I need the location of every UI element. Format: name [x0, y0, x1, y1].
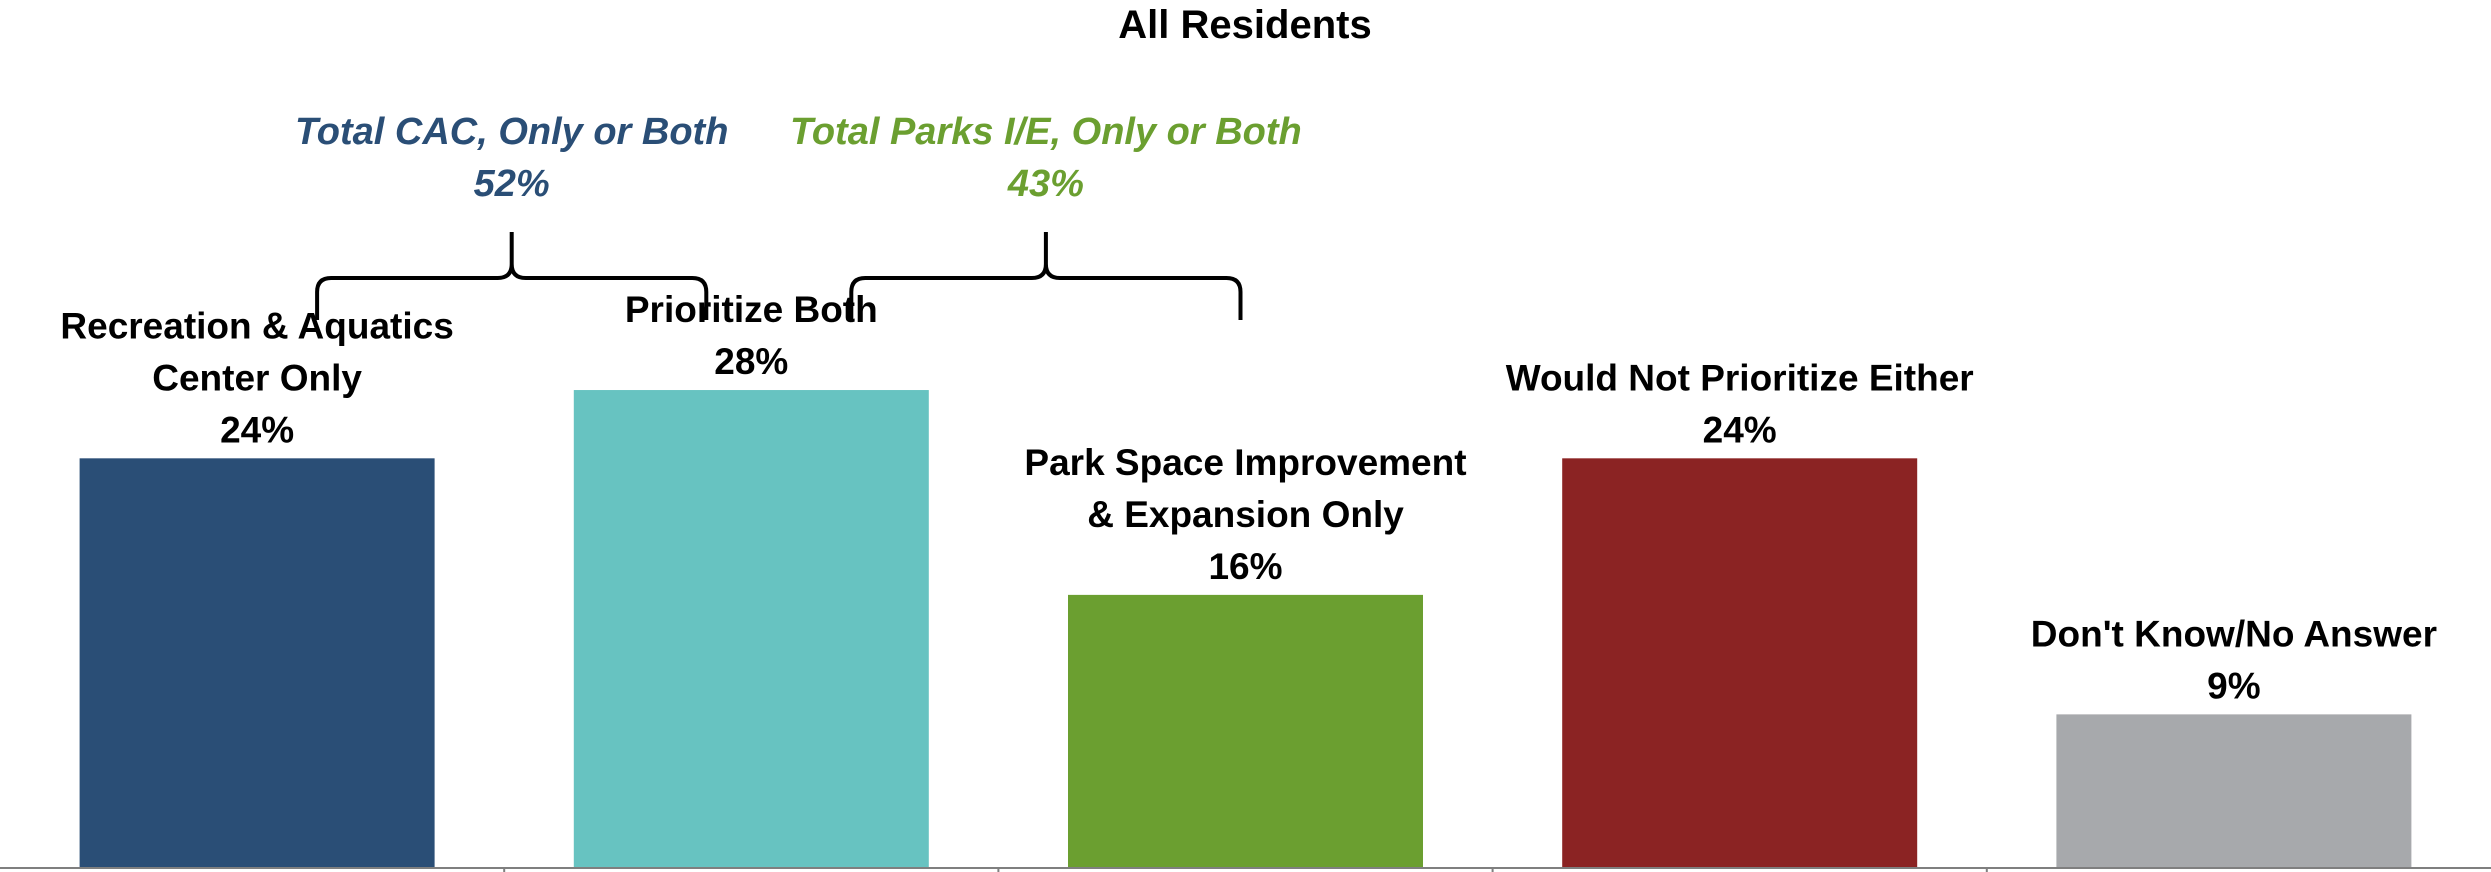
- bar-3: [1068, 594, 1423, 868]
- category-label-3-line-1: Park Space Improvement: [1024, 442, 1466, 483]
- bar-1: [79, 458, 435, 868]
- group-label-1: Total CAC, Only or Both: [295, 111, 728, 153]
- bars: [79, 390, 2412, 868]
- bar-5: [2056, 714, 2412, 868]
- group-brackets: Total CAC, Only or Both 52% Total Parks I/…: [295, 111, 1302, 320]
- category-label-4: Would Not Prioritize Either: [1506, 357, 1974, 398]
- group-label-2: Total Parks I/E, Only or Both: [790, 111, 1302, 153]
- value-label-5: 9%: [2207, 665, 2260, 706]
- group-value-2: 43%: [1007, 163, 1084, 205]
- value-label-4: 24%: [1703, 409, 1777, 450]
- category-label-1-line-2: Center Only: [152, 357, 362, 398]
- value-label-2: 28%: [714, 341, 788, 382]
- x-axis: [0, 867, 2491, 872]
- bar-4: [1562, 458, 1918, 868]
- chart-title: All Residents: [1118, 3, 1371, 47]
- category-label-1-line-1: Recreation & Aquatics: [60, 305, 453, 346]
- value-label-3: 16%: [1208, 546, 1282, 587]
- bar-2: [573, 390, 929, 868]
- category-label-5: Don't Know/No Answer: [2031, 613, 2437, 654]
- category-label-2: Prioritize Both: [625, 289, 878, 330]
- value-label-1: 24%: [220, 409, 294, 450]
- group-value-1: 52%: [474, 163, 550, 205]
- bar-labels: 24% Recreation & Aquatics Center Only 28% Pr…: [60, 289, 2437, 706]
- group-bracket-1: [315, 232, 709, 320]
- group-bracket-2: [849, 232, 1243, 320]
- category-label-3-line-2: & Expansion Only: [1087, 494, 1404, 535]
